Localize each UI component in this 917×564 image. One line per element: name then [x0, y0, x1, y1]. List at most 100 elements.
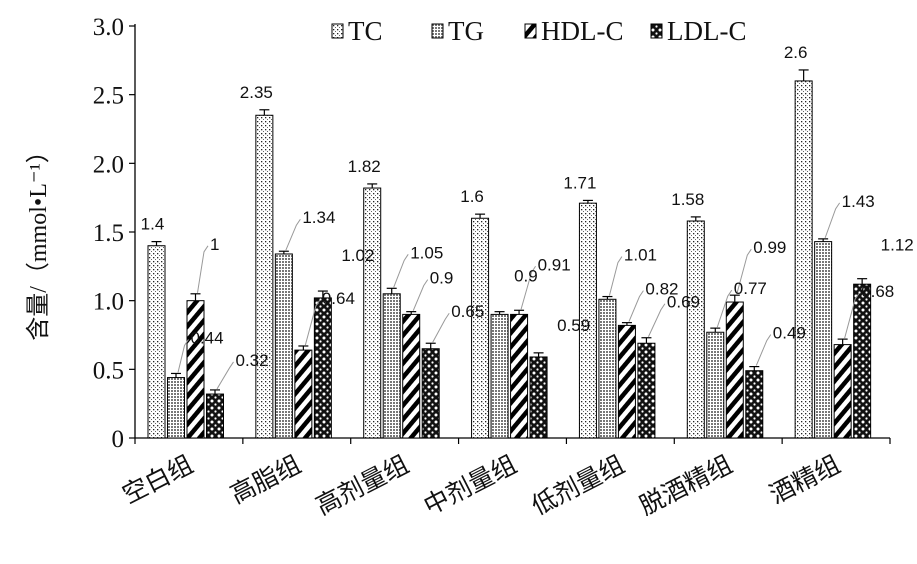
bar-hdl-c-6: [833, 344, 852, 439]
data-label: 1.05: [410, 243, 443, 262]
legend-swatch-tg: [431, 23, 444, 39]
x-category-label: 空白组: [118, 450, 198, 510]
data-label: 1.71: [563, 173, 596, 192]
bar-hdl-c-5: [725, 301, 744, 439]
leader-line: [608, 256, 623, 296]
legend-label-hdl-c: HDL-C: [541, 16, 624, 46]
y-tick-label: 2.5: [93, 83, 124, 110]
data-label: 2.6: [784, 43, 808, 62]
leader-line: [285, 218, 301, 251]
bar-tc-2: [363, 187, 382, 439]
leader-line: [520, 266, 536, 310]
x-category-label: 高剂量组: [311, 450, 413, 521]
y-axis-label: 含量/（mmol•L⁻¹）: [25, 139, 52, 341]
bar-ldl-c-4: [637, 342, 656, 439]
data-label: 1.43: [842, 192, 875, 211]
data-label: 0.91: [538, 255, 571, 274]
data-label: 1.58: [671, 190, 704, 209]
legend-swatch-hdl-c: [524, 23, 537, 39]
data-label: 2.35: [240, 83, 273, 102]
bar-tg-0: [167, 377, 185, 439]
y-tick-label: 3.0: [93, 14, 124, 41]
leader-line: [844, 292, 860, 339]
bar-tc-1: [255, 114, 274, 439]
data-label: 1.82: [348, 157, 381, 176]
data-label: 1: [210, 235, 219, 254]
data-label: 1.34: [302, 208, 335, 227]
bar-ldl-c-2: [421, 348, 440, 439]
label-leader-lines: [177, 202, 860, 390]
legend-label-ldl-c: LDL-C: [667, 16, 746, 46]
bar-hdl-c-0: [186, 300, 205, 439]
data-label: 0.64: [322, 289, 355, 308]
x-category-label: 脱酒精组: [635, 450, 737, 521]
legend: TC TG HDL-C LDL-C: [331, 16, 746, 46]
bar-tc-6: [794, 80, 813, 439]
data-labels: 1.4 2.35 1.82 1.6 1.71 1.58 2.6 0.44 1.34 1.05 0.9…: [141, 43, 914, 370]
leader-line: [628, 290, 644, 322]
bar-tc-3: [471, 217, 490, 439]
leader-line: [716, 289, 733, 328]
data-label: 0.69: [667, 293, 700, 312]
bar-hdl-c-3: [510, 313, 529, 439]
bar-tg-3: [490, 313, 509, 439]
leader-line: [177, 339, 189, 373]
data-label: 0.77: [734, 279, 767, 298]
bars: [147, 80, 872, 439]
data-label: 0.68: [861, 282, 894, 301]
legend-swatch-ldl-c: [650, 23, 663, 39]
y-tick-label: 1.5: [93, 220, 124, 247]
data-label: 0.82: [645, 280, 678, 299]
data-label: 1.02: [341, 246, 374, 265]
leader-line: [304, 299, 321, 346]
y-tick-label: 0.5: [93, 357, 124, 384]
x-category-label: 酒精组: [765, 450, 845, 510]
leader-line: [824, 202, 841, 239]
y-tick-label: 1.0: [93, 289, 124, 316]
data-label: 1.01: [624, 246, 657, 265]
bar-ldl-c-3: [529, 356, 548, 439]
leader-line: [755, 334, 772, 366]
bar-tc-5: [686, 220, 705, 439]
leader-line: [393, 254, 409, 288]
bar-ldl-c-1: [313, 297, 332, 439]
y-axis-label-text: 含量/（mmol•L⁻¹）: [25, 139, 52, 341]
bar-tc-0: [147, 245, 166, 439]
bar-hdl-c-1: [294, 349, 313, 439]
bar-ldl-c-0: [206, 393, 224, 439]
leader-line: [432, 312, 450, 343]
data-label: 0.99: [753, 238, 786, 257]
data-label: 0.9: [514, 267, 538, 286]
y-tick-label: 0: [112, 426, 125, 453]
data-label: 1.6: [460, 187, 484, 206]
bar-tg-6: [814, 241, 833, 439]
data-label: 1.12: [881, 236, 914, 255]
leader-line: [412, 279, 429, 311]
bar-tg-5: [706, 331, 725, 439]
x-category-label: 低剂量组: [527, 450, 629, 521]
x-category-label: 高脂组: [226, 450, 306, 510]
data-label: 0.44: [191, 328, 224, 347]
data-label: 0.65: [451, 302, 484, 321]
data-label: 1.4: [141, 215, 165, 234]
x-category-label: 中剂量组: [419, 450, 521, 521]
leader-line: [216, 361, 234, 390]
legend-swatch-tc: [331, 23, 344, 39]
bar-hdl-c-2: [402, 313, 421, 439]
leader-line: [197, 245, 209, 293]
legend-label-tc: TC: [348, 16, 383, 46]
leader-line: [736, 248, 752, 295]
error-bars: [151, 69, 868, 395]
data-label: 0.59: [557, 316, 590, 335]
leader-line: [647, 303, 666, 337]
data-label: 0.32: [236, 351, 269, 370]
bar-hdl-c-4: [617, 324, 636, 439]
y-tick-label: 2.0: [93, 151, 124, 178]
bar-ldl-c-6: [853, 283, 872, 439]
data-label: 0.49: [773, 324, 806, 343]
bar-tg-2: [382, 293, 401, 439]
axes: 0 0.5 1.0 1.5 2.0 2.5 3.0 空白组 高脂组 高剂量组 中剂量组 低剂量组 脱酒精…: [93, 14, 891, 521]
bar-tg-4: [598, 298, 617, 439]
